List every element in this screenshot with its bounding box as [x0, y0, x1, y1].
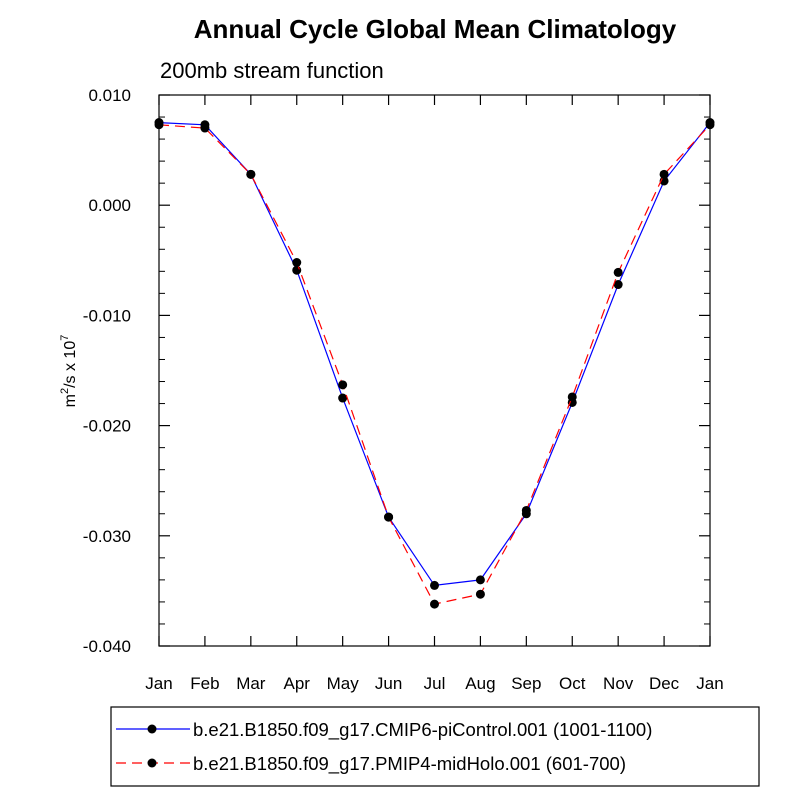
data-point [705, 120, 715, 130]
legend-label: b.e21.B1850.f09_g17.PMIP4-midHolo.001 (6… [193, 753, 626, 775]
y-tick-label: -0.010 [83, 306, 131, 325]
series-1 [154, 118, 715, 590]
data-point [430, 580, 439, 590]
y-tick-label: -0.040 [83, 637, 131, 656]
data-point [154, 120, 164, 130]
y-tick-label: 0.010 [88, 86, 131, 105]
plot-frame [158, 94, 711, 647]
x-tick-label: Feb [190, 674, 219, 693]
series-line [158, 122, 711, 587]
x-tick-label: Sep [511, 674, 541, 693]
data-point [384, 512, 394, 522]
x-tick-label: Jun [375, 674, 402, 693]
legend-marker [147, 758, 157, 768]
x-tick-label: Oct [559, 674, 586, 693]
legend-marker [147, 724, 157, 734]
axes: 0.010 0.000 -0.010 -0.020 -0.030 -0.040 Jan Feb… [83, 86, 724, 693]
data-point [430, 599, 439, 609]
x-tick-label: Nov [603, 674, 634, 693]
y-axis-label: m2/s x 107 [59, 335, 79, 408]
data-point [338, 393, 348, 403]
y-tick-label: 0.000 [88, 196, 131, 215]
data-point [246, 169, 256, 179]
x-tick-label: Dec [649, 674, 680, 693]
x-tick-label: Aug [465, 674, 495, 693]
series-line [158, 124, 711, 605]
data-point [292, 265, 302, 275]
data-point [613, 280, 623, 290]
y-tick-label: -0.020 [83, 417, 131, 436]
data-point [475, 575, 485, 585]
data-point [659, 169, 669, 179]
chart-subtitle: 200mb stream function [160, 58, 384, 83]
data-point [292, 258, 302, 268]
chart-title: Annual Cycle Global Mean Climatology [194, 14, 677, 44]
legend-box [110, 706, 760, 787]
x-tick-label: Mar [236, 674, 266, 693]
data-point [200, 123, 210, 133]
legend-label: b.e21.B1850.f09_g17.CMIP6-piControl.001 … [193, 719, 652, 741]
data-point [521, 505, 531, 515]
data-point [475, 589, 485, 599]
y-tick-label: -0.030 [83, 527, 131, 546]
series-2 [154, 120, 715, 609]
legend: b.e21.B1850.f09_g17.CMIP6-piControl.001 … [110, 706, 760, 787]
x-tick-label: Jul [424, 674, 446, 693]
x-tick-label: May [327, 674, 360, 693]
series-group [154, 118, 715, 609]
x-tick-label: Apr [284, 674, 311, 693]
data-point [338, 380, 348, 390]
x-tick-label: Jan [145, 674, 172, 693]
data-point [567, 392, 577, 402]
data-point [613, 267, 623, 277]
x-tick-label: Jan [696, 674, 723, 693]
